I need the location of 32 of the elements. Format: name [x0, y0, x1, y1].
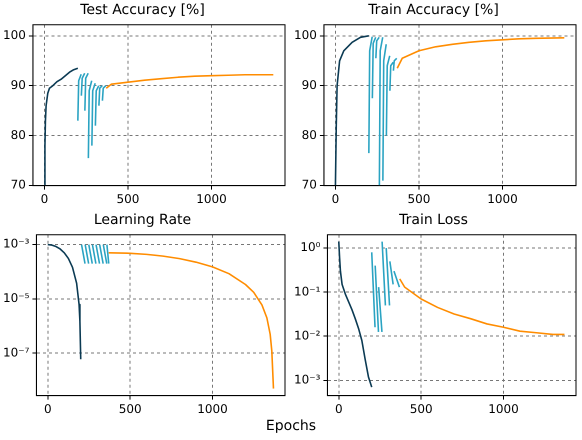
- x-tick-label: 500: [116, 192, 140, 206]
- y-tick-label: 70: [302, 178, 317, 192]
- x-tick-label: 0: [40, 192, 48, 206]
- x-tick-label: 500: [410, 402, 433, 416]
- x-tick-label: 500: [408, 192, 430, 206]
- y-tick-label: 10⁻⁷: [2, 345, 30, 360]
- y-tick-label: 90: [302, 78, 317, 92]
- y-tick-label: 10⁻³: [294, 372, 321, 386]
- x-tick-label: 500: [118, 402, 142, 416]
- y-tick-label: 10⁻¹: [294, 284, 321, 298]
- x-tick-label: 0: [332, 192, 340, 206]
- x-tick-label: 1000: [197, 402, 228, 416]
- y-tick-label: 10⁻⁵: [2, 291, 30, 306]
- x-tick-label: 1000: [196, 192, 227, 206]
- chart-title: Train Loss: [398, 212, 468, 228]
- y-tick-label: 70: [10, 178, 26, 192]
- x-tick-label: 0: [44, 402, 52, 416]
- y-tick-label: 90: [10, 78, 26, 92]
- y-tick-label: 80: [10, 128, 26, 142]
- x-tick-label: 0: [334, 402, 343, 416]
- y-tick-label: 10⁻²: [294, 328, 321, 342]
- chart-title: Learning Rate: [94, 212, 192, 228]
- x-tick-label: 1000: [488, 402, 519, 416]
- y-tick-label: 100: [3, 28, 26, 42]
- x-tick-label: 1000: [487, 192, 518, 206]
- x-axis-title: Epochs: [264, 418, 318, 434]
- y-tick-label: 80: [302, 128, 317, 142]
- y-tick-label: 100: [294, 28, 317, 42]
- y-tick-label: 10⁻³: [2, 236, 30, 251]
- chart-title: Test Accuracy [%]: [79, 2, 205, 18]
- chart-title: Train Accuracy [%]: [367, 2, 499, 18]
- y-tick-label: 10⁰: [300, 240, 321, 254]
